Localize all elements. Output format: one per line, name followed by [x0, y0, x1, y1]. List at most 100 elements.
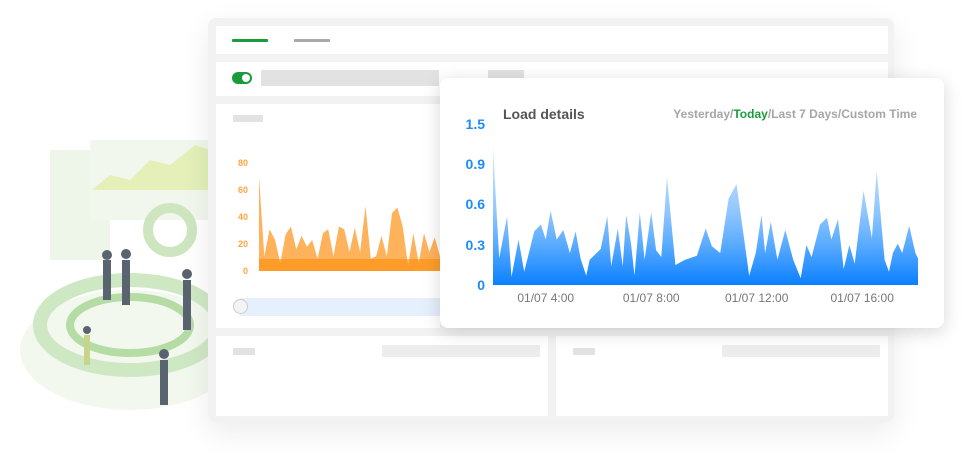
data-point	[625, 214, 627, 216]
data-point	[843, 268, 845, 270]
range-last-7-days[interactable]: Last 7 Days	[771, 107, 838, 121]
y-tick-label: 0.9	[466, 156, 486, 172]
data-point	[770, 221, 772, 223]
data-point	[735, 183, 737, 185]
x-tick-label: 01/07 16:00	[830, 291, 894, 305]
data-point	[492, 146, 494, 148]
data-point	[381, 235, 383, 237]
y-tick-label: 80	[238, 158, 248, 168]
data-point	[914, 252, 916, 254]
bottom-panel-left	[216, 336, 548, 416]
bottom-panel-right	[556, 336, 888, 416]
placeholder-field[interactable]	[261, 70, 439, 86]
data-point	[301, 235, 303, 237]
y-tick-label: 0	[477, 277, 485, 293]
data-point	[338, 226, 340, 228]
placeholder-field	[382, 345, 540, 357]
data-point	[343, 228, 345, 230]
data-point	[660, 256, 662, 258]
data-point	[365, 205, 367, 207]
data-point	[830, 239, 832, 241]
data-point	[897, 243, 899, 245]
data-point	[562, 229, 564, 231]
data-point	[402, 226, 404, 228]
data-point	[375, 255, 377, 257]
data-point	[510, 276, 512, 278]
data-point	[569, 252, 571, 254]
placeholder-label	[488, 70, 524, 80]
data-point	[550, 210, 552, 212]
data-point	[610, 265, 612, 267]
tab-inactive[interactable]	[294, 39, 330, 42]
data-point	[837, 218, 839, 220]
data-point	[888, 271, 890, 273]
data-point	[854, 263, 856, 265]
data-point	[606, 215, 608, 217]
data-point	[884, 259, 886, 261]
range-yesterday[interactable]: Yesterday	[673, 107, 731, 121]
data-point	[269, 228, 271, 230]
data-point	[579, 257, 581, 259]
data-point	[848, 244, 850, 246]
data-point	[533, 230, 535, 232]
data-point	[290, 226, 292, 228]
data-point	[892, 252, 894, 254]
y-tick-label: 1.5	[466, 116, 486, 132]
load-details-card: Load details Yesterday/Today/Last 7 Days…	[440, 78, 944, 328]
data-point	[258, 176, 260, 178]
y-tick-label: 60	[238, 185, 248, 195]
data-point	[728, 198, 730, 200]
range-today[interactable]: Today	[733, 107, 768, 121]
data-point	[413, 232, 415, 234]
data-point	[306, 246, 308, 248]
y-tick-label: 40	[238, 212, 248, 222]
data-point	[589, 259, 591, 261]
data-point	[805, 244, 807, 246]
data-point	[634, 275, 636, 277]
placeholder-label	[573, 348, 595, 355]
data-point	[359, 251, 361, 253]
data-point	[630, 243, 632, 245]
orange-chart-panel: 0 20 40 60 80	[216, 104, 440, 328]
data-point	[429, 251, 431, 253]
y-tick-label: 0	[243, 266, 248, 276]
data-point	[811, 256, 813, 258]
data-point	[743, 237, 745, 239]
range-custom-time[interactable]: Custom Time	[841, 107, 917, 121]
data-point	[311, 239, 313, 241]
data-point	[917, 257, 919, 259]
data-point	[322, 232, 324, 234]
data-point	[792, 259, 794, 261]
placeholder-field	[722, 345, 880, 357]
data-point	[674, 264, 676, 266]
data-point	[498, 257, 500, 259]
data-point	[719, 252, 721, 254]
data-point	[666, 176, 668, 178]
data-point	[696, 255, 698, 257]
data-point	[506, 215, 508, 217]
data-point	[876, 170, 878, 172]
toggle-switch[interactable]	[232, 72, 252, 84]
tab-active[interactable]	[232, 39, 268, 42]
data-point	[295, 249, 297, 251]
x-tick-label: 01/07 8:00	[623, 291, 680, 305]
data-point	[622, 265, 624, 267]
x-tick-label: 01/07 4:00	[517, 291, 574, 305]
x-tick-label: 01/07 12:00	[725, 291, 789, 305]
data-point	[639, 211, 641, 213]
load-area-chart: 0 0.3 0.6 0.9 1.5 01/07 4:00 01/07 8:00 01/07 1…	[466, 116, 919, 305]
orange-area-base	[259, 259, 440, 271]
range-slider-handle[interactable]	[233, 299, 248, 314]
data-point	[684, 259, 686, 261]
load-area-series	[493, 147, 918, 285]
data-point	[901, 252, 903, 254]
data-point	[386, 255, 388, 257]
data-point	[908, 225, 910, 227]
data-point	[819, 224, 821, 226]
data-point	[600, 248, 602, 250]
range-slider-track[interactable]	[240, 298, 440, 316]
data-point	[776, 259, 778, 261]
data-point	[748, 275, 750, 277]
data-point	[434, 236, 436, 238]
mini-chart-shape	[92, 145, 210, 190]
